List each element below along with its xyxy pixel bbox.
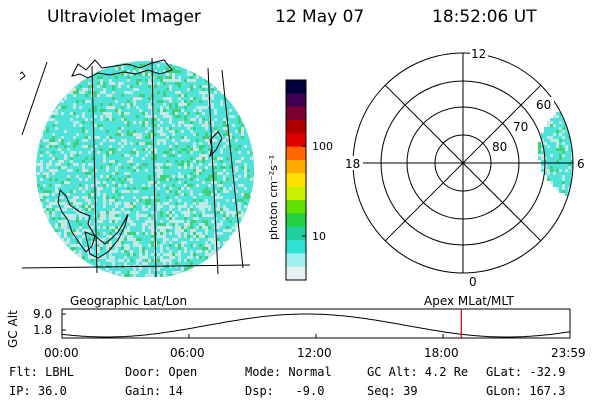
colorbar-label-100: 100 bbox=[312, 140, 333, 153]
geo-panel-caption: Geographic Lat/Lon bbox=[70, 294, 187, 308]
gc-alt-value: GC Alt: 4.2 Re bbox=[367, 365, 469, 379]
glon-value: GLon: 167.3 bbox=[486, 384, 566, 398]
geo-grid-lines bbox=[21, 57, 251, 277]
mlat-label-70: 70 bbox=[513, 120, 528, 134]
altitude-plot-frame bbox=[61, 308, 571, 339]
polar-auroral-emission bbox=[538, 106, 573, 196]
uv-disk-image bbox=[36, 61, 254, 277]
altitude-tick-1-8: 1.8 bbox=[33, 323, 52, 337]
colorbar: 100 10 photon cm⁻²s⁻¹ bbox=[267, 79, 333, 281]
ip-value: IP: 36.0 bbox=[9, 384, 67, 398]
gain-value: Gain: 14 bbox=[125, 384, 183, 398]
mlt-label-12: 12 bbox=[471, 47, 486, 61]
date-label: 12 May 07 bbox=[275, 7, 365, 27]
coastline-outlines bbox=[20, 59, 223, 259]
seq-value: Seq: 39 bbox=[367, 384, 418, 398]
time-tick-1200: 12:00 bbox=[297, 346, 332, 360]
dsp-value: Dsp: -9.0 bbox=[245, 384, 325, 398]
filter-value: Flt: LBHL bbox=[9, 365, 75, 379]
time-label: 18:52:06 UT bbox=[432, 7, 537, 27]
altitude-curve bbox=[61, 313, 571, 338]
mlt-label-18: 18 bbox=[345, 157, 360, 171]
mode-value: Mode: Normal bbox=[245, 365, 332, 379]
time-tick-0600: 06:00 bbox=[170, 346, 205, 360]
time-tick-1800: 18:00 bbox=[424, 346, 459, 360]
altitude-axis-label: GC Alt bbox=[6, 310, 20, 348]
time-tick-0000: 00:00 bbox=[44, 346, 79, 360]
polar-grid bbox=[352, 52, 574, 274]
polar-panel-caption: Apex MLat/MLT bbox=[424, 294, 514, 308]
altitude-tick-9: 9.0 bbox=[33, 307, 52, 321]
time-tick-2359: 23:59 bbox=[551, 346, 586, 360]
glat-value: GLat: -32.9 bbox=[486, 365, 566, 379]
uv-image-panel bbox=[20, 57, 254, 277]
mlat-label-60: 60 bbox=[536, 98, 551, 112]
polar-plot: 12 18 6 0 80 70 60 bbox=[343, 47, 585, 289]
colorbar-unit-label: photon cm⁻²s⁻¹ bbox=[267, 155, 280, 240]
colorbar-label-10: 10 bbox=[312, 230, 326, 243]
mlat-label-80: 80 bbox=[492, 140, 507, 154]
mlt-label-0: 0 bbox=[469, 275, 477, 289]
door-value: Door: Open bbox=[125, 365, 198, 379]
mlt-label-6: 6 bbox=[577, 157, 585, 171]
instrument-title: Ultraviolet Imager bbox=[47, 7, 201, 27]
altitude-plot: GC Alt 9.0 1.8 00:00 06:00 12:00 18:00 2… bbox=[6, 307, 586, 360]
